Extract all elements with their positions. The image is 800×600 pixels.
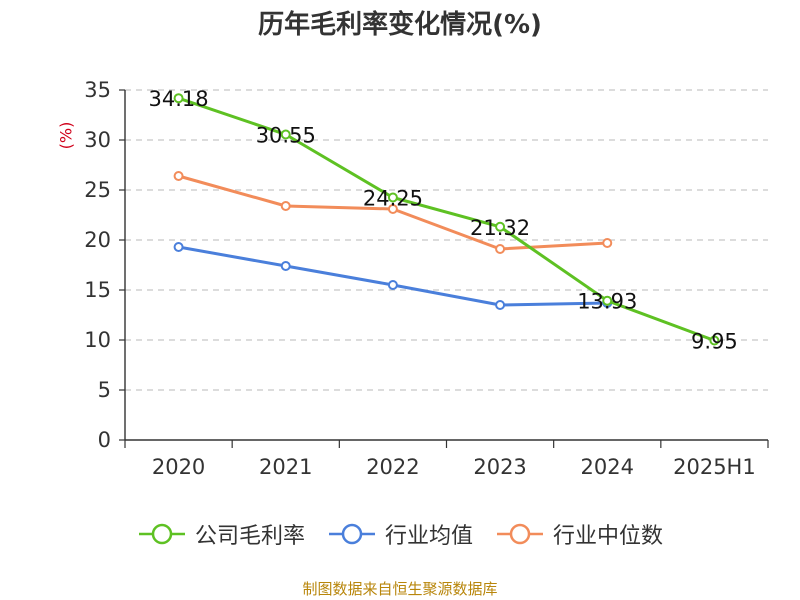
data-point — [602, 295, 613, 306]
data-point — [173, 242, 184, 252]
data-point — [173, 93, 184, 104]
legend-label: 行业均值 — [384, 524, 473, 549]
x-tick-label: 2021 — [259, 455, 312, 479]
x-tick-label: 2022 — [366, 455, 419, 479]
data-point — [602, 238, 613, 248]
x-tick-label: 2023 — [473, 455, 526, 479]
legend-swatch — [328, 523, 375, 545]
y-tick-label: 30 — [84, 128, 111, 152]
data-point — [387, 204, 398, 214]
y-tick-label: 15 — [84, 278, 111, 302]
legend-item: 行业中位数 — [495, 518, 663, 550]
data-label: 30.55 — [256, 124, 316, 148]
data-label: 21.32 — [470, 216, 530, 240]
x-tick-label: 2024 — [581, 455, 634, 479]
y-tick-label: 0 — [98, 428, 111, 452]
y-tick-label: 25 — [84, 178, 111, 202]
legend-item: 公司毛利率 — [137, 518, 305, 550]
data-point — [173, 171, 184, 181]
y-tick-label: 10 — [84, 328, 111, 352]
data-point — [387, 280, 398, 290]
data-point — [709, 335, 720, 346]
legend-item: 行业均值 — [327, 518, 473, 550]
x-tick-label: 2025H1 — [673, 455, 756, 479]
legend-swatch — [138, 523, 185, 545]
legend-swatch — [497, 523, 543, 545]
data-label: 24.25 — [363, 187, 423, 211]
y-tick-label: 5 — [98, 378, 111, 402]
data-point — [495, 221, 506, 232]
data-label: 34.18 — [149, 87, 209, 111]
data-point — [387, 192, 398, 203]
y-tick-label: 35 — [84, 78, 111, 102]
x-tick-label: 2020 — [152, 455, 205, 479]
legend-label: 公司毛利率 — [194, 524, 305, 549]
data-point — [495, 300, 506, 310]
legend-label: 行业中位数 — [553, 524, 664, 549]
chart-title: 历年毛利率变化情况(%) — [258, 10, 542, 40]
legend: 公司毛利率 行业均值 行业中位数 — [0, 518, 800, 550]
y-tick-label: 20 — [84, 228, 111, 252]
source-note: 制图数据来自恒生聚源数据库 — [302, 580, 498, 598]
data-point — [280, 201, 291, 211]
data-point — [280, 129, 291, 140]
data-point — [280, 261, 291, 271]
data-label: 9.95 — [691, 330, 738, 354]
series-line — [178, 96, 715, 342]
data-point — [495, 244, 506, 254]
data-label: 13.93 — [577, 290, 637, 314]
